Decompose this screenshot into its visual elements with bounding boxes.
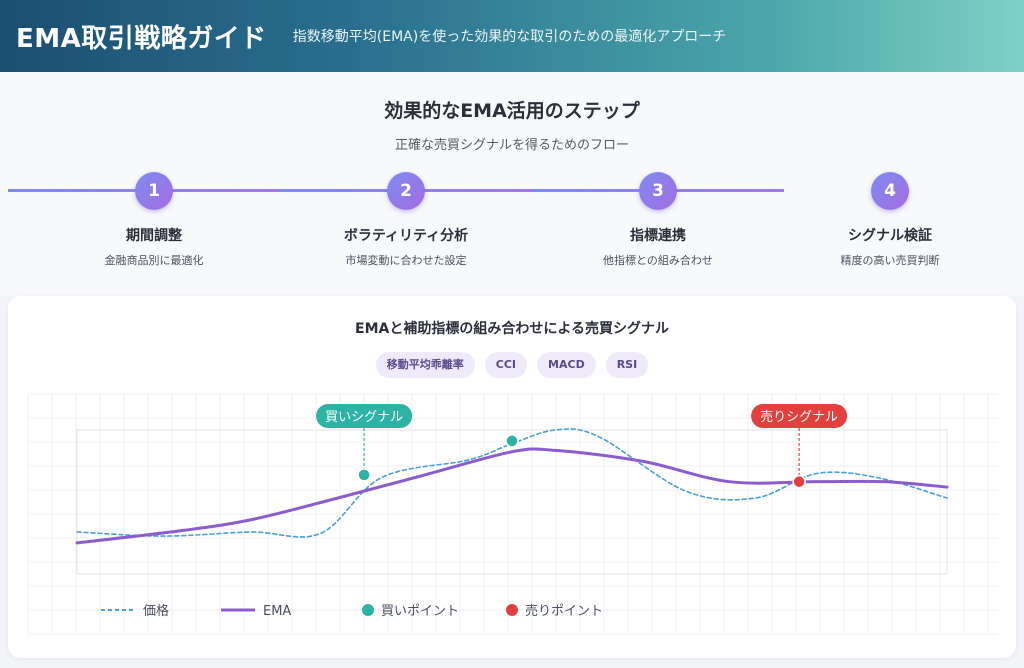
step-name: 指標連携 [630, 228, 686, 244]
legend-dot-swatch [362, 604, 374, 616]
legend-label: 買いポイント [381, 604, 459, 619]
step-number: 1 [135, 172, 173, 210]
sell-signal-label: 売りシグナル [760, 409, 838, 425]
steps-section: 効果的なEMA活用のステップ 正確な売買シグナルを得るためのフロー 1 期間調整… [0, 72, 1024, 296]
steps-title: 効果的なEMA活用のステップ [384, 100, 640, 122]
legend-label: 売りポイント [525, 603, 603, 619]
step-desc: 金融商品別に最適化 [104, 254, 204, 267]
step-number: 3 [639, 172, 677, 210]
step-desc: 他指標との組み合わせ [603, 254, 713, 267]
legend-label: 価格 [143, 603, 169, 619]
step-name: 期間調整 [126, 228, 182, 244]
page-subtitle: 指数移動平均(EMA)を使った効果的な取引のための最適化アプローチ [292, 29, 727, 45]
legend-label: EMA [263, 604, 291, 619]
step-1: 1 期間調整 金融商品別に最適化 [8, 172, 280, 282]
chart-card: EMAと補助指標の組み合わせによる売買シグナル 移動平均乖離率 CCI MACD… [8, 296, 1016, 658]
step-number: 4 [871, 172, 909, 210]
step-4: 4 シグナル検証 精度の高い売買判断 [756, 172, 1008, 282]
step-2: 2 ボラティリティ分析 市場変動に合わせた設定 [272, 172, 532, 282]
legend-dot-swatch [506, 604, 518, 616]
annotation-badge [751, 404, 848, 428]
buy-point [505, 434, 519, 448]
step-desc: 市場変動に合わせた設定 [345, 254, 467, 267]
step-3: 3 指標連携 他指標との組み合わせ [524, 172, 784, 282]
tag-macd[interactable]: MACD [537, 352, 596, 378]
page-header: EMA取引戦略ガイド 指数移動平均(EMA)を使った効果的な取引のための最適化ア… [0, 0, 1024, 72]
chart-title: EMAと補助指標の組み合わせによる売買シグナル [355, 321, 669, 337]
indicator-tags: 移動平均乖離率 CCI MACD RSI [8, 352, 1016, 378]
step-number: 2 [387, 172, 425, 210]
annotation-badge [316, 404, 413, 428]
page-title: EMA取引戦略ガイド [16, 23, 267, 54]
tag-deviation[interactable]: 移動平均乖離率 [375, 352, 475, 378]
step-name: シグナル検証 [848, 228, 932, 244]
buy-point [357, 468, 371, 482]
step-desc: 精度の高い売買判断 [840, 254, 940, 267]
sell-point [792, 474, 806, 489]
tag-rsi[interactable]: RSI [605, 352, 649, 378]
plot-frame [76, 429, 948, 575]
ema-series-line [75, 447, 949, 545]
buy-signal-label: 買いシグナル [325, 410, 403, 425]
tag-cci[interactable]: CCI [484, 352, 528, 378]
steps-subtitle: 正確な売買シグナルを得るためのフロー [394, 138, 629, 153]
step-name: ボラティリティ分析 [343, 228, 469, 244]
